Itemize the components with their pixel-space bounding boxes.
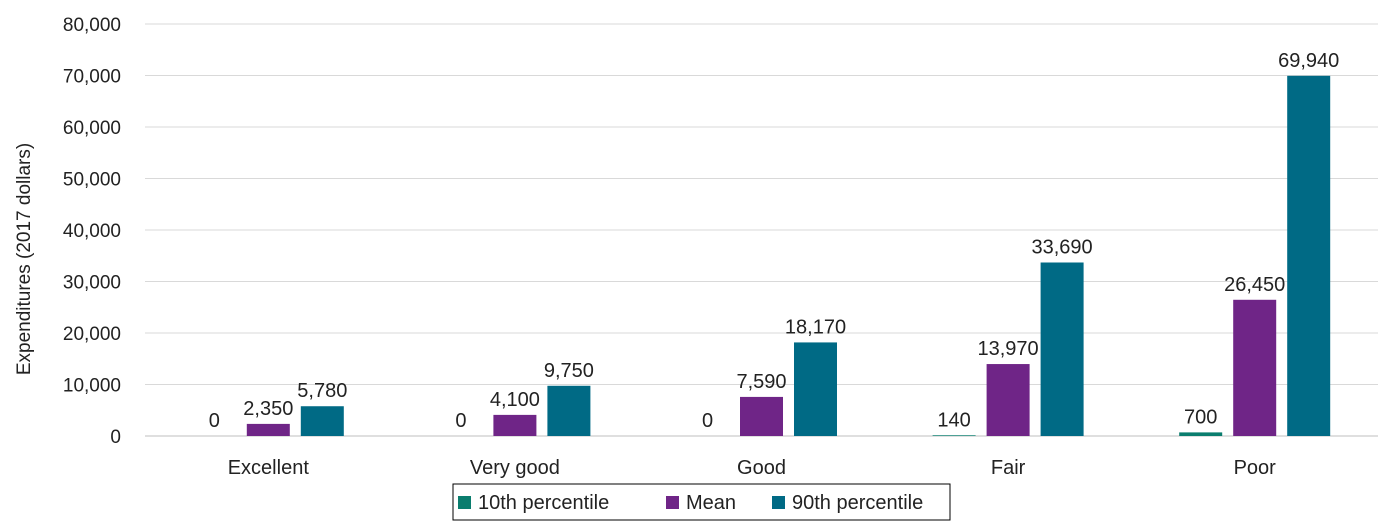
x-tick-label: Good xyxy=(737,457,786,479)
data-label: 5,780 xyxy=(297,380,347,402)
bar xyxy=(300,406,344,436)
bar xyxy=(794,342,837,436)
bar xyxy=(1179,432,1223,436)
legend-swatch xyxy=(458,496,471,509)
data-label: 0 xyxy=(209,410,220,432)
bar xyxy=(1040,262,1084,436)
bar xyxy=(740,396,783,436)
y-tick-label: 70,000 xyxy=(63,67,121,88)
x-tick-label: Excellent xyxy=(228,457,310,479)
y-tick-label: 10,000 xyxy=(63,376,121,397)
data-label: 26,450 xyxy=(1224,274,1285,296)
legend-label: Mean xyxy=(686,492,736,514)
legend-border xyxy=(452,483,951,521)
data-label: 7,590 xyxy=(736,371,786,393)
y-axis-ticks: 0 10,000 20,000 30,000 40,000 50,000 60,000 70,… xyxy=(63,15,121,448)
bars xyxy=(246,75,1331,437)
data-label: 140 xyxy=(937,409,970,431)
bar xyxy=(1233,299,1277,436)
y-tick-label: 50,000 xyxy=(63,170,121,191)
y-tick-label: 40,000 xyxy=(63,221,121,242)
data-label: 0 xyxy=(702,410,713,432)
x-tick-label: Very good xyxy=(470,457,560,479)
legend-label: 10th percentile xyxy=(478,492,609,514)
data-label: 13,970 xyxy=(978,338,1039,360)
y-tick-label: 60,000 xyxy=(63,118,121,139)
x-tick-label: Fair xyxy=(991,457,1026,479)
x-axis-ticks: Excellent Very good Good Fair Poor xyxy=(228,457,1276,479)
x-tick-label: Poor xyxy=(1234,457,1277,479)
data-label: 4,100 xyxy=(490,389,540,411)
bar xyxy=(1287,75,1331,437)
bar xyxy=(493,414,537,436)
y-tick-label: 30,000 xyxy=(63,273,121,294)
data-label: 18,170 xyxy=(785,316,846,338)
data-label: 69,940 xyxy=(1278,50,1339,72)
data-label: 700 xyxy=(1184,406,1217,428)
bar xyxy=(932,435,976,436)
legend-label: 90th percentile xyxy=(792,492,923,514)
legend: 10th percentile Mean 90th percentile xyxy=(452,483,951,521)
data-label: 33,690 xyxy=(1032,236,1093,258)
legend-swatch xyxy=(772,496,785,509)
data-label: 0 xyxy=(455,410,466,432)
y-tick-label: 0 xyxy=(110,427,121,448)
bar xyxy=(986,364,1030,436)
data-label: 2,350 xyxy=(243,398,293,420)
data-label: 9,750 xyxy=(544,360,594,382)
gridlines xyxy=(145,23,1378,437)
bar xyxy=(547,385,591,436)
y-axis-title: Expenditures (2017 dollars) xyxy=(14,143,35,375)
legend-swatch xyxy=(666,496,679,509)
y-tick-label: 20,000 xyxy=(63,324,121,345)
y-tick-label: 80,000 xyxy=(63,15,121,36)
bar xyxy=(246,423,290,436)
